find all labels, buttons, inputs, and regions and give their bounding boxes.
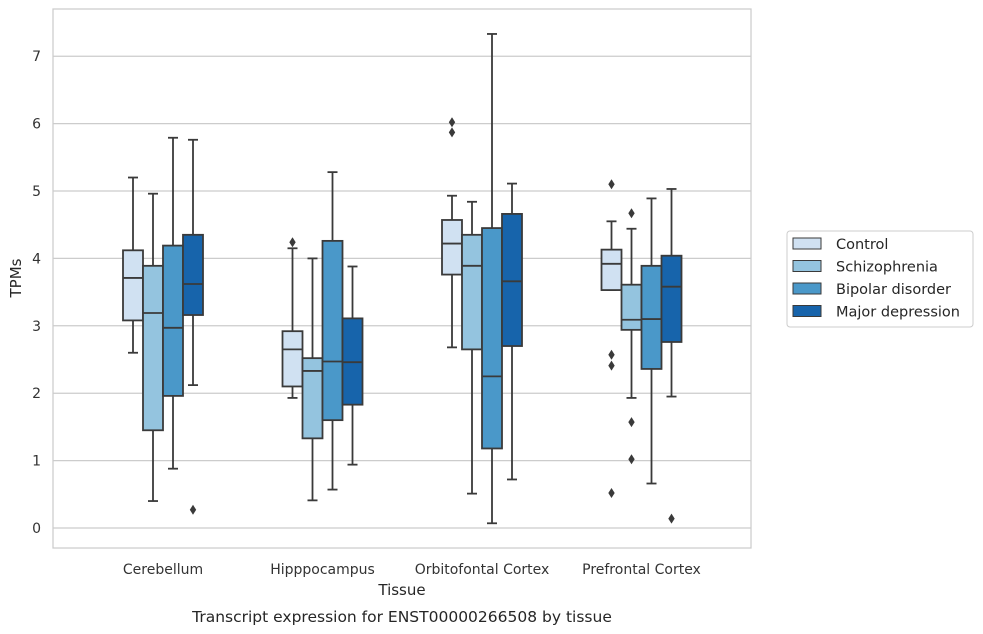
box-iqr xyxy=(640,264,663,370)
box-iqr xyxy=(142,264,164,432)
box-iqr xyxy=(321,239,344,422)
x-tick-label-orbitofontal-cortex: Orbitofontal Cortex xyxy=(415,562,550,578)
box-iqr xyxy=(162,244,184,397)
box-control-prefrontal-cortex xyxy=(600,179,623,498)
y-tick-label-3: 3 xyxy=(32,319,41,335)
box-iqr xyxy=(620,283,643,331)
y-tick-label-2: 2 xyxy=(32,386,41,402)
boxes xyxy=(122,33,683,525)
box-bipolar-disorder-orbitofontal-cortex xyxy=(481,33,503,525)
outlier-point xyxy=(668,513,675,524)
box-bipolar-disorder-cerebellum xyxy=(162,136,184,470)
outlier-point xyxy=(628,454,635,465)
legend-label-bipolar-disorder: Bipolar disorder xyxy=(836,282,951,298)
box-iqr xyxy=(441,219,463,276)
y-tick-label-6: 6 xyxy=(32,117,41,133)
outlier-point xyxy=(608,179,615,190)
y-tick-label-7: 7 xyxy=(32,49,41,65)
box-iqr xyxy=(501,213,523,347)
outlier-point xyxy=(189,504,197,515)
outlier-point xyxy=(448,117,456,128)
x-tick-label-prefrontal-cortex: Prefrontal Cortex xyxy=(582,562,701,578)
outlier-point xyxy=(628,417,635,428)
outlier-point xyxy=(448,127,456,138)
box-iqr xyxy=(461,233,483,351)
legend: Control Schizophrenia Bipolar disorder Majo… xyxy=(786,230,974,328)
y-tick-label-4: 4 xyxy=(32,251,41,267)
y-tick-label-1: 1 xyxy=(32,454,41,470)
legend-label-schizophrenia: Schizophrenia xyxy=(836,260,938,276)
legend-swatch-bipolar-disorder xyxy=(792,282,822,295)
tick-labels: 0 1 2 3 4 5 6 7 Cerebellum Hipppocampus Orbitofont… xyxy=(32,49,701,578)
outlier-point xyxy=(608,487,615,498)
box-iqr xyxy=(481,227,503,450)
box-iqr xyxy=(660,254,683,343)
box-bipolar-disorder-prefrontal-cortex xyxy=(640,197,663,485)
box-major-depression-hipppocampus xyxy=(341,265,364,466)
y-tick-label-0: 0 xyxy=(32,521,41,537)
plot-frame xyxy=(52,8,752,549)
x-tick-label-hipppocampus: Hipppocampus xyxy=(270,562,375,578)
x-axis-label: Tissue xyxy=(377,581,425,599)
box-major-depression-orbitofontal-cortex xyxy=(501,182,523,481)
box-major-depression-prefrontal-cortex xyxy=(660,188,683,524)
outlier-point xyxy=(289,237,296,248)
legend-swatch-schizophrenia xyxy=(792,260,822,272)
legend-swatch-major-depression xyxy=(792,305,822,317)
box-schizophrenia-prefrontal-cortex xyxy=(620,208,643,465)
box-control-cerebellum xyxy=(122,176,144,354)
outlier-point xyxy=(628,208,635,219)
legend-frame xyxy=(786,230,974,328)
outlier-point xyxy=(608,360,615,371)
x-tick-label-cerebellum: Cerebellum xyxy=(123,562,203,578)
legend-label-major-depression: Major depression xyxy=(836,305,960,321)
box-schizophrenia-hipppocampus xyxy=(301,257,324,502)
box-iqr xyxy=(600,248,623,291)
box-iqr xyxy=(122,249,144,322)
outlier-point xyxy=(608,349,615,360)
box-iqr xyxy=(182,233,204,316)
y-tick-label-5: 5 xyxy=(32,184,41,200)
box-control-orbitofontal-cortex xyxy=(441,117,463,349)
box-major-depression-cerebellum xyxy=(182,138,204,515)
legend-label-control: Control xyxy=(836,237,888,253)
legend-swatch-control xyxy=(792,237,822,250)
chart-caption: Transcript expression for ENST0000026650… xyxy=(191,608,612,626)
y-axis-label: TPMs xyxy=(7,258,25,298)
box-iqr xyxy=(281,330,304,388)
